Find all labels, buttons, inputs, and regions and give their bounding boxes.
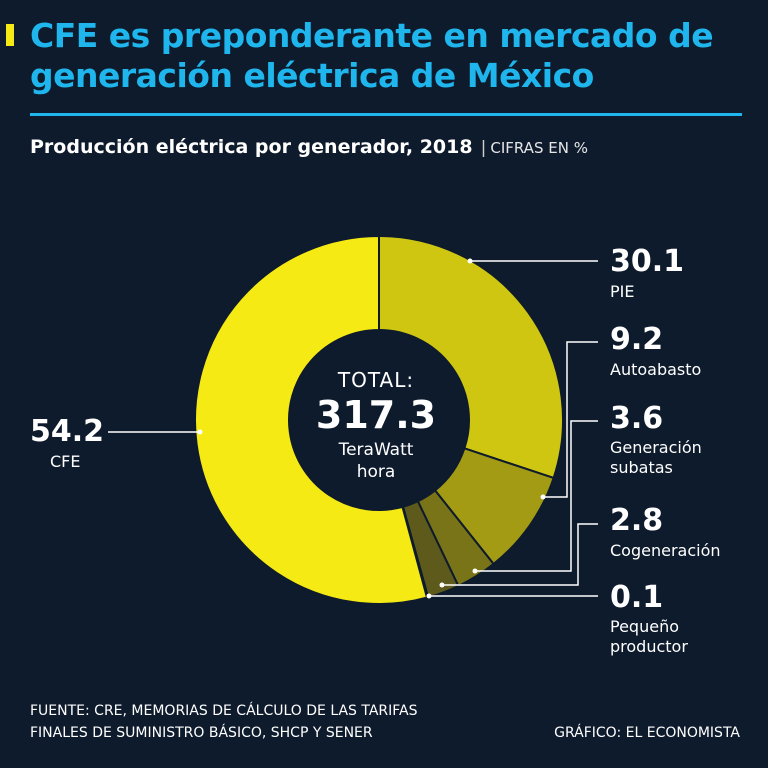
leader-cogeneracion-dot	[439, 582, 445, 588]
graphic-credit: GRÁFICO: EL ECONOMISTA	[554, 725, 740, 741]
chart-title: CFE es preponderante en mercado de gener…	[30, 16, 714, 95]
subtitle-separator: |	[480, 138, 487, 158]
slice-label-pequeno: Pequeño productor	[610, 617, 688, 656]
slice-value-subatas: 3.6	[610, 401, 664, 436]
slice-pie	[378, 234, 564, 480]
slice-value-autoabasto: 9.2	[610, 322, 664, 357]
slice-label-cogeneracion: Cogeneración	[610, 541, 721, 560]
source-line-2: FINALES DE SUMINISTRO BÁSICO, SHCP Y SEN…	[30, 725, 373, 741]
source-line-1: FUENTE: CRE, MEMORIAS DE CÁLCULO DE LAS …	[30, 703, 418, 719]
subtitle-row: Producción eléctrica por generador, 2018…	[30, 136, 588, 158]
leader-subatas-dot	[472, 568, 478, 574]
slice-cfe	[194, 234, 429, 605]
leader-autoabasto	[543, 341, 598, 498]
slice-label-autoabasto: Autoabasto	[610, 360, 702, 379]
slice-label-cfe: CFE	[50, 452, 81, 471]
leader-pequeno-dot	[426, 593, 432, 599]
leader-cogeneracion	[442, 523, 598, 586]
units-label: CIFRAS EN %	[490, 139, 588, 157]
leader-pie-dot	[467, 258, 473, 264]
slice-label-subatas: Generación subatas	[610, 438, 702, 477]
center-unit-line1: TeraWatt	[338, 440, 414, 460]
leader-autoabasto-dot	[540, 494, 546, 500]
slice-label-pie: PIE	[610, 282, 635, 301]
slice-value-pequeno: 0.1	[610, 580, 664, 615]
slice-value-pie: 30.1	[610, 244, 685, 279]
title-divider	[30, 113, 742, 116]
chart-subtitle: Producción eléctrica por generador, 2018	[30, 136, 473, 158]
center-total-label: TOTAL:	[337, 368, 415, 392]
accent-bar	[6, 24, 14, 46]
leader-subatas	[475, 420, 598, 572]
slice-value-cogeneracion: 2.8	[610, 503, 664, 538]
source-note: FUENTE: CRE, MEMORIAS DE CÁLCULO DE LAS …	[30, 700, 490, 744]
center-total-value: 317.3	[315, 393, 437, 437]
leader-cfe-dot	[197, 429, 203, 435]
center-unit-line2: hora	[356, 462, 396, 482]
slice-value-cfe: 54.2	[30, 414, 105, 449]
